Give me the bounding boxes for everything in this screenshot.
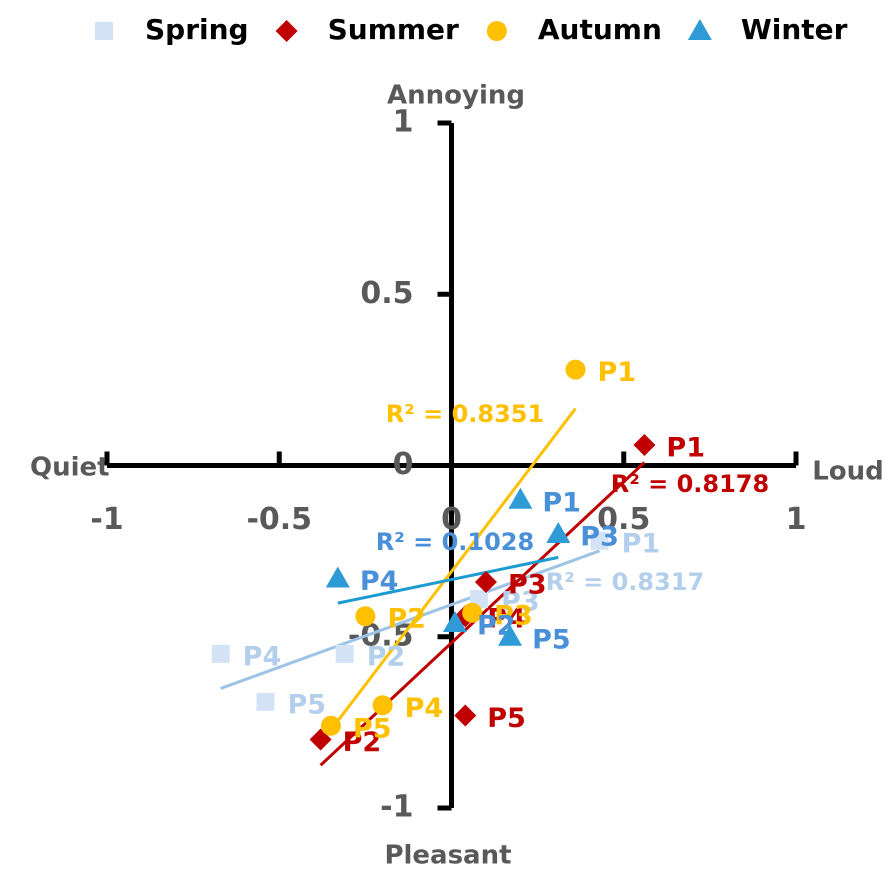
point-label: P1	[622, 528, 661, 559]
point-label: P2	[387, 604, 426, 635]
marker	[498, 624, 523, 646]
y-tick-label: 0.5	[360, 276, 413, 311]
r2-label: R² = 0.8178	[611, 470, 769, 498]
point-label: P2	[343, 727, 382, 758]
marker	[372, 695, 393, 716]
legend-marker	[486, 21, 507, 41]
y-label-top: Annoying	[387, 81, 525, 111]
legend-label: Autumn	[538, 13, 662, 46]
marker	[320, 715, 341, 736]
marker	[325, 566, 350, 588]
trendline	[329, 407, 577, 731]
legend-marker	[687, 19, 712, 40]
trendline	[337, 555, 559, 605]
r2-label: R² = 0.8351	[386, 400, 544, 428]
x-tick-label: 0	[441, 502, 462, 537]
trendline	[319, 461, 646, 767]
legend-marker	[95, 22, 113, 40]
legend-label: Winter	[741, 13, 848, 46]
marker	[546, 522, 571, 543]
marker	[355, 606, 376, 627]
marker	[565, 359, 586, 380]
x-label-right: Loud	[812, 457, 884, 487]
x-tick-label: 0.5	[597, 502, 650, 537]
point-label: P3	[494, 600, 533, 631]
x-tick-label: -0.5	[246, 502, 312, 537]
point-label: P2	[367, 641, 406, 672]
marker	[590, 531, 609, 550]
point-label: P1	[542, 487, 581, 518]
y-tick-label: -1	[380, 790, 413, 825]
point-label: P1	[666, 432, 705, 463]
point-label: P3	[508, 569, 547, 600]
legend-marker	[275, 20, 298, 42]
trendline	[220, 549, 601, 690]
point-label: P1	[598, 357, 637, 388]
point-label: P4	[405, 693, 444, 724]
marker	[256, 692, 275, 711]
point-label: P3	[501, 587, 540, 618]
marker	[442, 611, 467, 633]
y-tick-label: 1	[393, 105, 414, 140]
legend-label: Spring	[145, 13, 249, 46]
point-label: P4	[487, 604, 526, 635]
x-tick-label: -1	[90, 502, 123, 537]
legend-label: Summer	[328, 13, 459, 46]
y-label-bottom: Pleasant	[384, 841, 511, 871]
marker	[508, 487, 533, 509]
y-tick-label: 0	[393, 447, 414, 482]
r2-label: R² = 0.1028	[376, 528, 534, 556]
marker	[454, 704, 477, 727]
point-label: P4	[360, 566, 399, 597]
x-label-left: Quiet	[30, 453, 110, 483]
point-label: P4	[243, 641, 282, 672]
point-label: P5	[287, 689, 326, 720]
marker	[474, 570, 497, 593]
marker	[633, 433, 656, 456]
point-label: P5	[487, 703, 526, 734]
r2-label: R² = 0.8317	[546, 568, 704, 596]
point-label: P5	[353, 713, 392, 744]
marker	[462, 602, 483, 623]
x-tick-label: 1	[786, 502, 807, 537]
point-label: P3	[580, 522, 619, 553]
marker	[335, 644, 354, 663]
marker	[211, 644, 230, 663]
point-label: P5	[532, 624, 571, 655]
